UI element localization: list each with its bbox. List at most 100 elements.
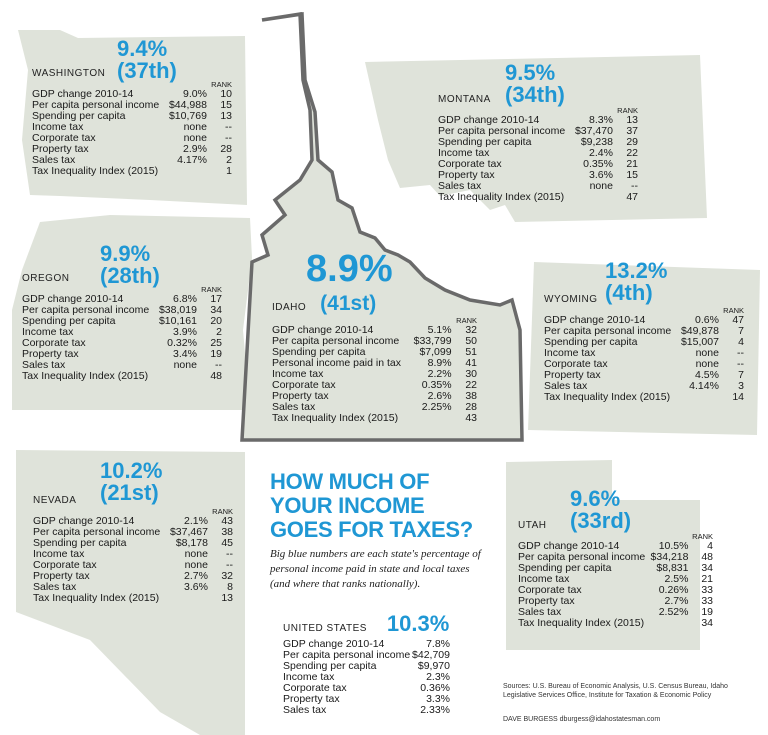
row-label: Property tax: [33, 569, 90, 582]
utah-table: RANK GDP change 2010-14 10.5% 4 Per capita …: [518, 533, 713, 629]
table-row: GDP change 2010-14 2.1% 43: [33, 514, 233, 527]
row-label: Corporate tax: [32, 131, 96, 144]
row-label: Spending per capita: [272, 345, 366, 358]
oregon-rank: (28th): [100, 263, 160, 288]
row-rank: 37: [626, 124, 638, 137]
row-label: Sales tax: [518, 605, 562, 618]
table-row: Sales tax 2.52% 19: [518, 605, 713, 618]
row-value: 5.1%: [427, 323, 452, 336]
table-row: Corporate tax 0.26% 33: [518, 583, 713, 596]
row-label: Tax Inequality Index (2015): [438, 190, 565, 203]
row-value: 10.5%: [658, 539, 689, 552]
table-row: Income tax none --: [544, 346, 744, 359]
row-value: [411, 413, 455, 424]
row-rank: --: [737, 346, 744, 359]
row-rank: 4: [707, 539, 713, 552]
row-value: [649, 618, 691, 629]
oregon-label: OREGON: [22, 273, 70, 284]
table-row: Spending per capita $10,769 13: [32, 109, 232, 122]
row-label: Spending per capita: [22, 314, 116, 327]
rank-header: RANK: [201, 285, 222, 294]
row-label: Corporate tax: [544, 357, 608, 370]
row-label: Spending per capita: [283, 660, 377, 673]
table-row: Sales tax none --: [22, 358, 222, 371]
row-rank: 45: [221, 536, 233, 549]
row-rank: 13: [220, 109, 232, 122]
row-label: Income tax: [518, 572, 570, 585]
row-value: 0.32%: [167, 336, 197, 349]
row-label: GDP change 2010-14: [283, 638, 385, 650]
row-value: 9.0%: [183, 87, 207, 100]
row-value: none: [695, 346, 719, 359]
row-value: 2.2%: [427, 367, 452, 380]
row-rank: --: [631, 179, 638, 192]
row-value: none: [184, 547, 208, 560]
sources-note: Sources: U.S. Bureau of Economic Analysi…: [503, 683, 728, 699]
table-row: Income tax none --: [33, 547, 233, 560]
table-row: GDP change 2010-14 10.5% 4: [518, 539, 713, 552]
table-row: Per capita personal income $37,467 38: [33, 526, 233, 538]
table-row: GDP change 2010-14 9.0% 10: [32, 87, 232, 100]
row-value: $49,878: [680, 324, 719, 337]
row-rank: --: [225, 131, 232, 144]
table-row: Per capita personal income $33,799 50: [272, 334, 477, 347]
row-value: 0.26%: [658, 583, 689, 596]
wyoming-shape: [528, 262, 760, 435]
row-rank: 48: [701, 550, 713, 563]
row-value: 2.6%: [427, 389, 452, 402]
table-row: Spending per capita $10,161 20: [22, 314, 222, 327]
row-rank: --: [225, 120, 232, 133]
row-label: Per capita personal income: [544, 324, 672, 337]
table-row: Per capita personal income $37,470 37: [438, 124, 638, 137]
row-rank: 20: [210, 314, 222, 327]
row-rank: 34: [701, 616, 713, 629]
oregon-panel: OREGON RANK GDP change 2010-14 6.8% 17 Per …: [22, 273, 222, 382]
row-rank: 51: [465, 345, 477, 358]
rank-header: RANK: [456, 316, 477, 325]
oregon-shape: [12, 215, 252, 410]
row-value: 2.7%: [184, 569, 208, 582]
row-value: 4.14%: [689, 379, 719, 392]
row-rank: 10: [220, 87, 232, 100]
row-value: 3.4%: [173, 347, 197, 360]
row-value: 4.17%: [177, 153, 207, 166]
row-rank: 4: [738, 335, 744, 348]
wyoming-headline: 13.2% (4th): [605, 260, 667, 304]
row-rank: 14: [732, 390, 744, 403]
table-row: Property tax 2.7% 32: [33, 569, 233, 582]
row-label: Spending per capita: [544, 335, 638, 348]
row-label: Corporate tax: [518, 583, 582, 596]
nevada-label: NEVADA: [33, 495, 77, 506]
row-rank: 41: [465, 356, 477, 369]
row-label: Personal income paid in tax: [272, 356, 401, 369]
nevada-shape: [16, 450, 245, 735]
row-rank: 28: [465, 400, 477, 413]
row-value: $33,799: [413, 334, 452, 347]
table-row: Sales tax none --: [438, 179, 638, 192]
table-row: Spending per capita $8,831 34: [518, 562, 713, 574]
row-rank: 19: [701, 605, 713, 618]
row-label: GDP change 2010-14: [33, 514, 135, 527]
table-row: GDP change 2010-14 5.1% 32: [272, 323, 477, 336]
washington-panel: WASHINGTON RANK GDP change 2010-14 9.0% 10…: [32, 68, 232, 177]
wyoming-label: WYOMING: [544, 294, 598, 305]
table-row: Personal income paid in tax 8.9% 41: [272, 356, 477, 369]
row-label: Income tax: [22, 325, 74, 338]
row-value: 2.9%: [183, 142, 207, 155]
row-value: none: [173, 358, 197, 371]
row-value: [167, 166, 210, 177]
row-value: 0.6%: [695, 313, 719, 326]
row-label: Sales tax: [544, 379, 588, 392]
oregon-pct: 9.9%: [100, 241, 151, 266]
row-value: $10,769: [168, 109, 207, 122]
row-label: Income tax: [544, 346, 596, 359]
table-row: Income tax none --: [32, 120, 232, 133]
table-row: Property tax 2.9% 28: [32, 142, 232, 155]
table-row: Property tax 2.7% 33: [518, 595, 713, 607]
row-label: Sales tax: [283, 704, 327, 717]
row-value: $9,970: [417, 660, 450, 673]
row-label: Per capita personal income: [32, 98, 160, 111]
table-row: GDP change 2010-14 8.3% 13: [438, 114, 638, 126]
oregon-headline: 9.9% (28th): [100, 243, 160, 287]
table-row: Per capita personal income $34,218 48: [518, 550, 713, 563]
